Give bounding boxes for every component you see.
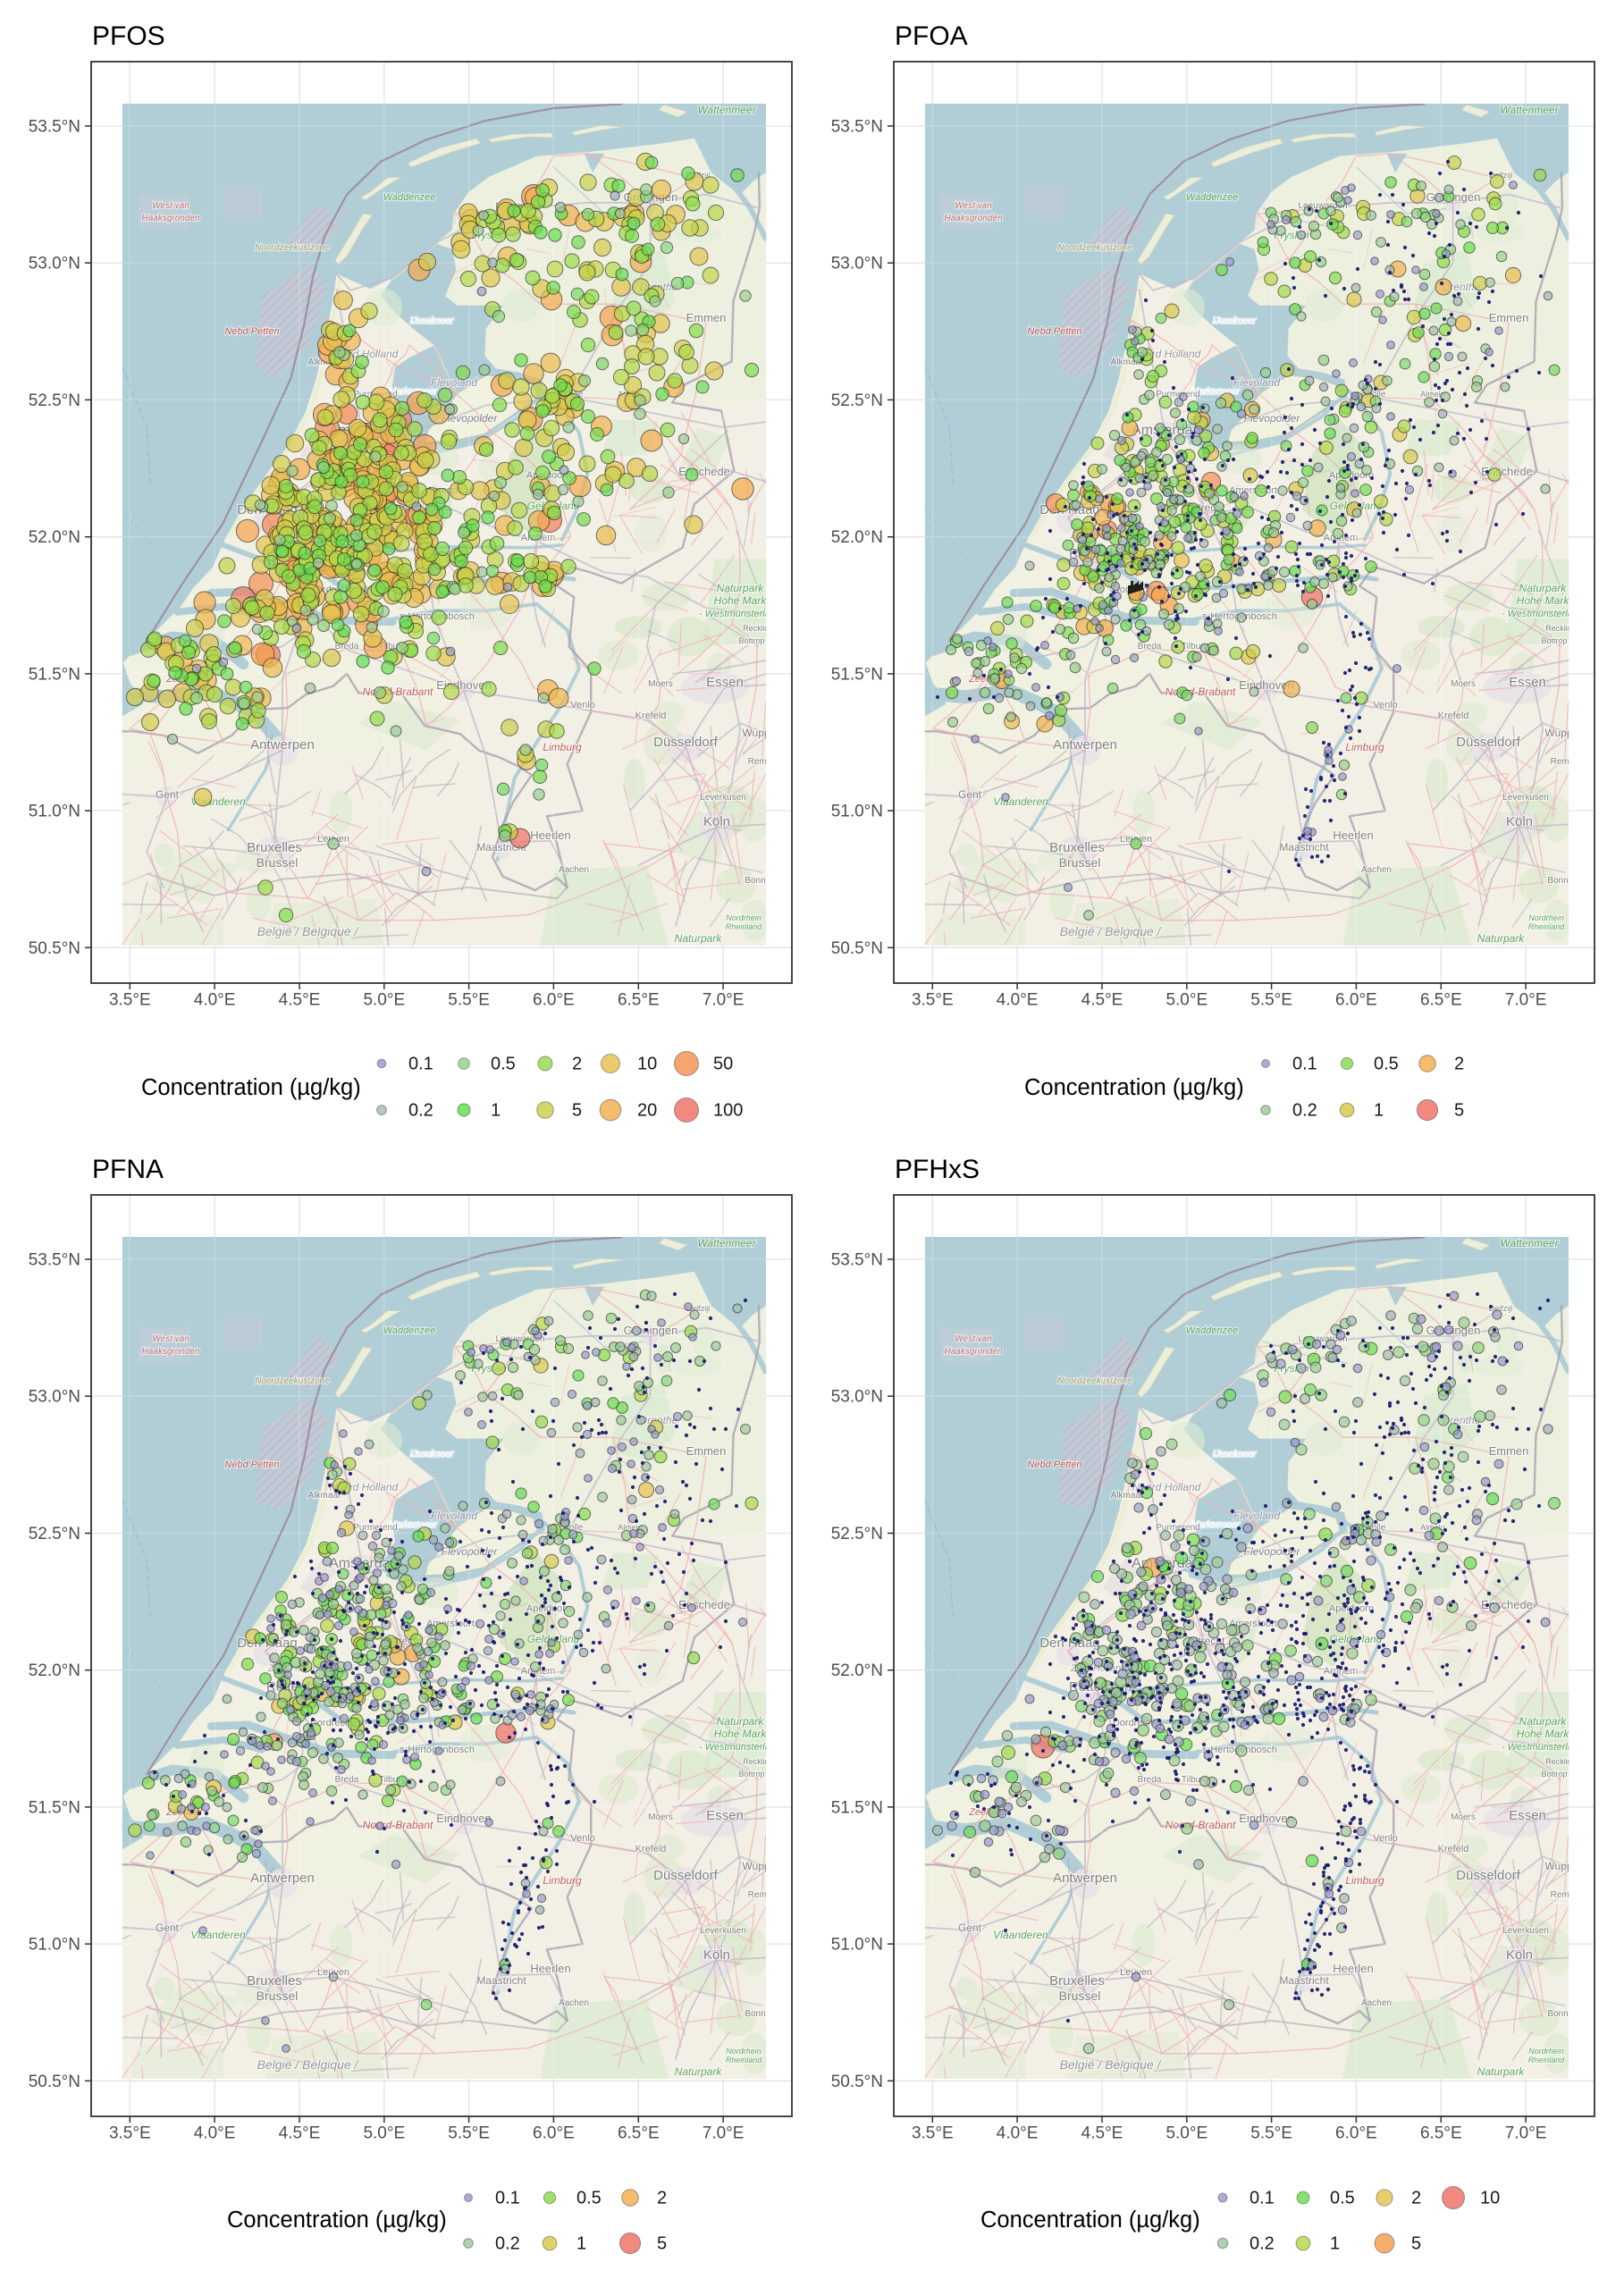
svg-text:52.0°N: 52.0°N — [29, 1661, 80, 1680]
svg-text:53.5°N: 53.5°N — [831, 1251, 883, 1270]
svg-text:6.5°E: 6.5°E — [618, 991, 660, 1010]
svg-text:53.5°N: 53.5°N — [831, 118, 883, 137]
svg-text:5.5°E: 5.5°E — [1250, 2124, 1292, 2143]
svg-text:51.0°N: 51.0°N — [29, 1936, 80, 1955]
svg-text:50: 50 — [713, 1055, 733, 1074]
svg-text:51.0°N: 51.0°N — [831, 803, 883, 821]
svg-text:2: 2 — [1411, 2189, 1421, 2208]
svg-text:4.0°E: 4.0°E — [997, 991, 1039, 1010]
svg-text:53.0°N: 53.0°N — [831, 255, 883, 273]
svg-text:52.0°N: 52.0°N — [831, 1661, 883, 1680]
svg-text:10: 10 — [1480, 2189, 1500, 2208]
svg-text:53.0°N: 53.0°N — [29, 255, 80, 273]
svg-text:50.5°N: 50.5°N — [831, 2073, 883, 2091]
svg-text:50.5°N: 50.5°N — [29, 939, 80, 958]
svg-text:0.1: 0.1 — [495, 2189, 520, 2208]
svg-text:0.1: 0.1 — [1250, 2189, 1275, 2208]
svg-text:50.5°N: 50.5°N — [29, 2073, 80, 2091]
svg-text:PFHxS: PFHxS — [895, 1155, 980, 1184]
svg-text:52.5°N: 52.5°N — [831, 391, 883, 410]
svg-text:2: 2 — [572, 1055, 582, 1074]
svg-text:4.5°E: 4.5°E — [1081, 2124, 1123, 2143]
svg-text:53.5°N: 53.5°N — [29, 118, 80, 137]
svg-text:5.5°E: 5.5°E — [448, 2124, 490, 2143]
svg-text:0.2: 0.2 — [1292, 1101, 1317, 1121]
svg-text:1: 1 — [1330, 2234, 1340, 2254]
svg-text:3.5°E: 3.5°E — [109, 2124, 151, 2143]
svg-text:51.5°N: 51.5°N — [29, 1798, 80, 1817]
svg-text:0.5: 0.5 — [1330, 2189, 1355, 2208]
svg-text:52.5°N: 52.5°N — [29, 391, 80, 410]
svg-text:4.0°E: 4.0°E — [194, 2124, 236, 2143]
svg-text:PFNA: PFNA — [92, 1155, 164, 1184]
svg-text:53.0°N: 53.0°N — [831, 1388, 883, 1407]
svg-text:10: 10 — [637, 1055, 657, 1074]
svg-text:52.5°N: 52.5°N — [831, 1525, 883, 1543]
svg-text:4.5°E: 4.5°E — [279, 2124, 321, 2143]
svg-text:4.5°E: 4.5°E — [1081, 991, 1123, 1010]
svg-text:53.5°N: 53.5°N — [29, 1251, 80, 1270]
svg-text:7.0°E: 7.0°E — [703, 2124, 745, 2143]
svg-text:100: 100 — [713, 1101, 743, 1121]
svg-text:Concentration (µg/kg): Concentration (µg/kg) — [1024, 1075, 1244, 1100]
svg-text:3.5°E: 3.5°E — [912, 991, 954, 1010]
svg-text:7.0°E: 7.0°E — [1505, 2124, 1547, 2143]
svg-text:52.5°N: 52.5°N — [29, 1525, 80, 1543]
svg-text:Concentration (µg/kg): Concentration (µg/kg) — [980, 2208, 1200, 2233]
svg-text:51.5°N: 51.5°N — [831, 665, 883, 684]
svg-text:5: 5 — [572, 1101, 582, 1121]
svg-text:52.0°N: 52.0°N — [831, 528, 883, 547]
svg-text:1: 1 — [491, 1101, 501, 1121]
svg-text:1: 1 — [1374, 1101, 1384, 1121]
svg-text:PFOS: PFOS — [92, 21, 165, 51]
svg-text:1: 1 — [576, 2234, 586, 2254]
svg-text:6.5°E: 6.5°E — [1420, 2124, 1462, 2143]
svg-text:5.0°E: 5.0°E — [1165, 991, 1207, 1010]
svg-text:0.5: 0.5 — [491, 1055, 516, 1074]
svg-text:Concentration (µg/kg): Concentration (µg/kg) — [227, 2208, 447, 2233]
svg-text:5.0°E: 5.0°E — [1165, 2124, 1207, 2143]
svg-text:PFOA: PFOA — [895, 21, 968, 51]
svg-text:Concentration (µg/kg): Concentration (µg/kg) — [141, 1075, 361, 1100]
svg-text:5.5°E: 5.5°E — [1250, 991, 1292, 1010]
svg-text:52.0°N: 52.0°N — [29, 528, 80, 547]
svg-text:4.0°E: 4.0°E — [997, 2124, 1039, 2143]
svg-text:5.0°E: 5.0°E — [363, 991, 405, 1010]
svg-text:5: 5 — [1411, 2234, 1421, 2254]
svg-text:0.5: 0.5 — [576, 2189, 602, 2208]
svg-text:2: 2 — [657, 2189, 667, 2208]
svg-text:6.0°E: 6.0°E — [533, 991, 575, 1010]
svg-text:5.5°E: 5.5°E — [448, 991, 490, 1010]
svg-text:0.5: 0.5 — [1374, 1055, 1399, 1074]
svg-text:5.0°E: 5.0°E — [363, 2124, 405, 2143]
svg-text:6.5°E: 6.5°E — [1420, 991, 1462, 1010]
svg-text:7.0°E: 7.0°E — [703, 991, 745, 1010]
svg-text:7.0°E: 7.0°E — [1505, 991, 1547, 1010]
svg-text:51.5°N: 51.5°N — [831, 1798, 883, 1817]
svg-text:20: 20 — [637, 1101, 657, 1121]
svg-text:4.5°E: 4.5°E — [279, 991, 321, 1010]
svg-text:6.0°E: 6.0°E — [1335, 2124, 1377, 2143]
svg-text:0.1: 0.1 — [408, 1055, 433, 1074]
svg-text:6.0°E: 6.0°E — [533, 2124, 575, 2143]
svg-text:51.0°N: 51.0°N — [831, 1936, 883, 1955]
svg-text:6.5°E: 6.5°E — [618, 2124, 660, 2143]
svg-text:3.5°E: 3.5°E — [912, 2124, 954, 2143]
svg-text:6.0°E: 6.0°E — [1335, 991, 1377, 1010]
svg-text:2: 2 — [1454, 1055, 1464, 1074]
svg-text:5: 5 — [657, 2234, 667, 2254]
svg-text:50.5°N: 50.5°N — [831, 939, 883, 958]
svg-text:0.2: 0.2 — [495, 2234, 520, 2254]
svg-text:0.2: 0.2 — [1250, 2234, 1275, 2254]
svg-text:5: 5 — [1454, 1101, 1464, 1121]
svg-text:53.0°N: 53.0°N — [29, 1388, 80, 1407]
svg-text:3.5°E: 3.5°E — [109, 991, 151, 1010]
svg-text:4.0°E: 4.0°E — [194, 991, 236, 1010]
svg-text:0.1: 0.1 — [1292, 1055, 1317, 1074]
svg-text:51.5°N: 51.5°N — [29, 665, 80, 684]
svg-text:51.0°N: 51.0°N — [29, 803, 80, 821]
svg-text:0.2: 0.2 — [408, 1101, 433, 1121]
